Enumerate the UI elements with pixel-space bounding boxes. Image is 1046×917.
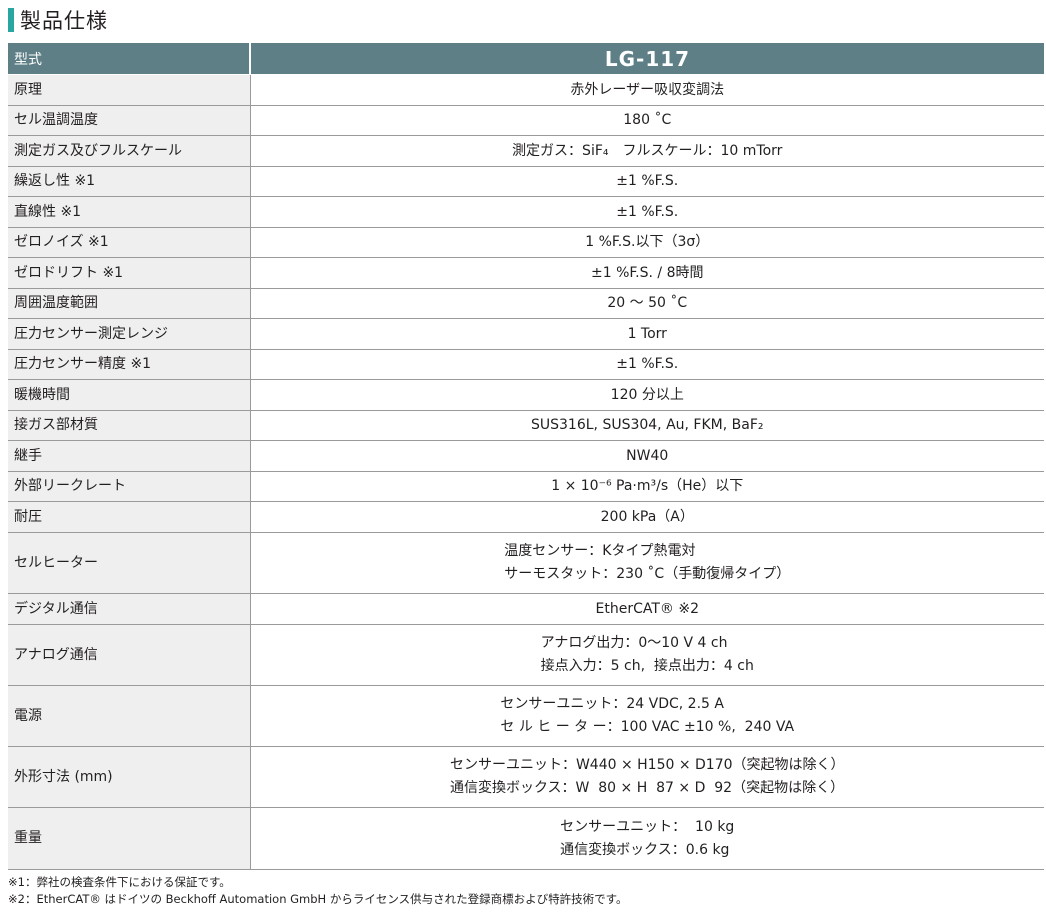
spec-value: 1 × 10⁻⁶ Pa·m³/s（He）以下 (250, 471, 1044, 502)
spec-row: 圧力センサー測定レンジ 1 Torr (8, 318, 1044, 350)
spec-key: 耐圧 (8, 501, 251, 533)
spec-value-line: サーモスタット：230 ˚C（手動復帰タイプ） (504, 566, 791, 582)
spec-value: 1 %F.S.以下（3σ） (250, 227, 1044, 258)
spec-row: 接ガス部材質 SUS316L, SUS304, Au, FKM, BaF₂ (8, 410, 1044, 441)
spec-value: 赤外レーザー吸収変調法 (250, 74, 1044, 106)
spec-row: 周囲温度範囲 20 ～ 50 ˚C (8, 288, 1044, 319)
spec-key: 外部リークレート (8, 471, 251, 502)
spec-row: 繰返し性 ※1 ±1 %F.S. (8, 166, 1044, 197)
spec-row: デジタル通信 EtherCAT® ※2 (8, 593, 1044, 625)
spec-key: 接ガス部材質 (8, 410, 251, 441)
spec-value-line: センサーユニット：W440 × H150 × D170（突起物は除く） (449, 757, 845, 773)
spec-value: 120 分以上 (250, 379, 1044, 411)
spec-value-line: 接点入力：5 ch, 接点出力：4 ch (540, 658, 754, 674)
spec-row: ゼロノイズ ※1 1 %F.S.以下（3σ） (8, 227, 1044, 258)
spec-value: EtherCAT® ※2 (250, 593, 1044, 625)
spec-row: 外形寸法 (mm) センサーユニット：W440 × H150 × D170（突起物… (8, 746, 1044, 808)
spec-key: 重量 (8, 807, 251, 870)
spec-row: 継手 NW40 (8, 440, 1044, 472)
spec-body: 原理 赤外レーザー吸収変調法 セル温調温度 180 ˚C 測定ガス及びフルスケール 測定ガ… (8, 74, 1044, 870)
spec-key: 電源 (8, 685, 251, 747)
spec-row: セルヒーター 温度センサー：Kタイプ熱電対サーモスタット：230 ˚C（手動復帰タ… (8, 532, 1044, 594)
spec-key: 圧力センサー測定レンジ (8, 318, 251, 350)
spec-value-line: 通信変換ボックス：W 80 × H 87 × D 92（突起物は除く） (449, 780, 845, 796)
spec-key: 測定ガス及びフルスケール (8, 135, 251, 167)
spec-key: 継手 (8, 440, 251, 472)
spec-key: 暖機時間 (8, 379, 251, 411)
spec-value-line: センサーユニット：24 VDC, 2.5 A (500, 696, 724, 712)
spec-row: 重量 センサーユニット： 10 kg 通信変換ボックス：0.6 kg (8, 807, 1044, 870)
section-title: 製品仕様 (8, 6, 108, 34)
page-title: 製品仕様 (20, 9, 108, 33)
spec-table: 型式 LG-117 原理 赤外レーザー吸収変調法 セル温調温度 180 ˚C 測定ガス及… (8, 43, 1044, 870)
spec-value-line: 温度センサー：Kタイプ熱電対 (504, 543, 696, 559)
spec-row: 暖機時間 120 分以上 (8, 379, 1044, 411)
spec-key: ゼロノイズ ※1 (8, 227, 251, 258)
spec-key: 繰返し性 ※1 (8, 166, 251, 197)
spec-key: ゼロドリフト ※1 (8, 257, 251, 289)
spec-value: SUS316L, SUS304, Au, FKM, BaF₂ (250, 410, 1044, 441)
spec-value-line: センサーユニット： 10 kg (560, 818, 735, 835)
spec-row: 原理 赤外レーザー吸収変調法 (8, 74, 1044, 106)
spec-header-row: 型式 LG-117 (8, 43, 1044, 75)
spec-value: 200 kPa（A） (250, 501, 1044, 533)
spec-value: アナログ出力：0～10 V 4 ch 接点入力：5 ch, 接点出力：4 ch (250, 624, 1044, 686)
spec-value: 温度センサー：Kタイプ熱電対サーモスタット：230 ˚C（手動復帰タイプ） (250, 532, 1044, 594)
spec-value: ±1 %F.S. (250, 166, 1044, 197)
spec-value: ±1 %F.S. / 8時間 (250, 257, 1044, 289)
spec-value-lines: センサーユニット：W440 × H150 × D170（突起物は除く） 通信変換ボ… (450, 754, 845, 800)
spec-value-line: アナログ出力：0～10 V 4 ch (540, 635, 728, 651)
model-name: LG-117 (250, 43, 1044, 75)
spec-value: 20 ～ 50 ˚C (250, 288, 1044, 319)
spec-value-lines: センサーユニット： 10 kg 通信変換ボックス：0.6 kg (560, 816, 734, 862)
spec-key: アナログ通信 (8, 624, 251, 686)
spec-value: ±1 %F.S. (250, 196, 1044, 228)
model-label: 型式 (8, 43, 251, 75)
spec-value: センサーユニット：W440 × H150 × D170（突起物は除く） 通信変換ボ… (250, 746, 1044, 808)
spec-row: 電源 センサーユニット：24 VDC, 2.5 A セ ル ヒ ー タ ー：100 … (8, 685, 1044, 747)
title-accent-bar (8, 8, 14, 32)
spec-key: 外形寸法 (mm) (8, 746, 251, 808)
spec-value-line: 通信変換ボックス：0.6 kg (560, 841, 730, 858)
spec-row: セル温調温度 180 ˚C (8, 105, 1044, 136)
spec-key: セル温調温度 (8, 105, 251, 136)
spec-value: 1 Torr (250, 318, 1044, 350)
spec-value: 180 ˚C (250, 105, 1044, 136)
spec-row: 直線性 ※1 ±1 %F.S. (8, 196, 1044, 228)
spec-value: センサーユニット： 10 kg 通信変換ボックス：0.6 kg (250, 807, 1044, 870)
spec-row: 圧力センサー精度 ※1 ±1 %F.S. (8, 349, 1044, 380)
spec-key: 直線性 ※1 (8, 196, 251, 228)
spec-value: ±1 %F.S. (250, 349, 1044, 380)
spec-row: ゼロドリフト ※1 ±1 %F.S. / 8時間 (8, 257, 1044, 289)
spec-value-lines: 温度センサー：Kタイプ熱電対サーモスタット：230 ˚C（手動復帰タイプ） (504, 540, 790, 586)
spec-row: 外部リークレート 1 × 10⁻⁶ Pa·m³/s（He）以下 (8, 471, 1044, 502)
spec-key: デジタル通信 (8, 593, 251, 625)
spec-value-line: セ ル ヒ ー タ ー：100 VAC ±10 %, 240 VA (500, 719, 795, 735)
spec-row: 耐圧 200 kPa（A） (8, 501, 1044, 533)
spec-key: セルヒーター (8, 532, 251, 594)
spec-value-lines: アナログ出力：0～10 V 4 ch 接点入力：5 ch, 接点出力：4 ch (541, 632, 754, 678)
spec-value-lines: センサーユニット：24 VDC, 2.5 A セ ル ヒ ー タ ー：100 VA… (500, 693, 794, 739)
spec-value: NW40 (250, 440, 1044, 472)
footnote-1: ※1：弊社の検査条件下における保証です。 (8, 875, 231, 889)
spec-key: 圧力センサー精度 ※1 (8, 349, 251, 380)
spec-row: 測定ガス及びフルスケール 測定ガス：SiF₄ フルスケール：10 mTorr (8, 135, 1044, 167)
spec-key: 周囲温度範囲 (8, 288, 251, 319)
spec-value: センサーユニット：24 VDC, 2.5 A セ ル ヒ ー タ ー：100 VA… (250, 685, 1044, 747)
footnote-2: ※2：EtherCAT® はドイツの Beckhoff Automation G… (8, 892, 628, 906)
spec-key: 原理 (8, 74, 251, 106)
spec-value: 測定ガス：SiF₄ フルスケール：10 mTorr (250, 135, 1044, 167)
footnotes: ※1：弊社の検査条件下における保証です。 ※2：EtherCAT® はドイツの … (8, 874, 627, 908)
spec-row: アナログ通信 アナログ出力：0～10 V 4 ch 接点入力：5 ch, 接点出力：… (8, 624, 1044, 686)
